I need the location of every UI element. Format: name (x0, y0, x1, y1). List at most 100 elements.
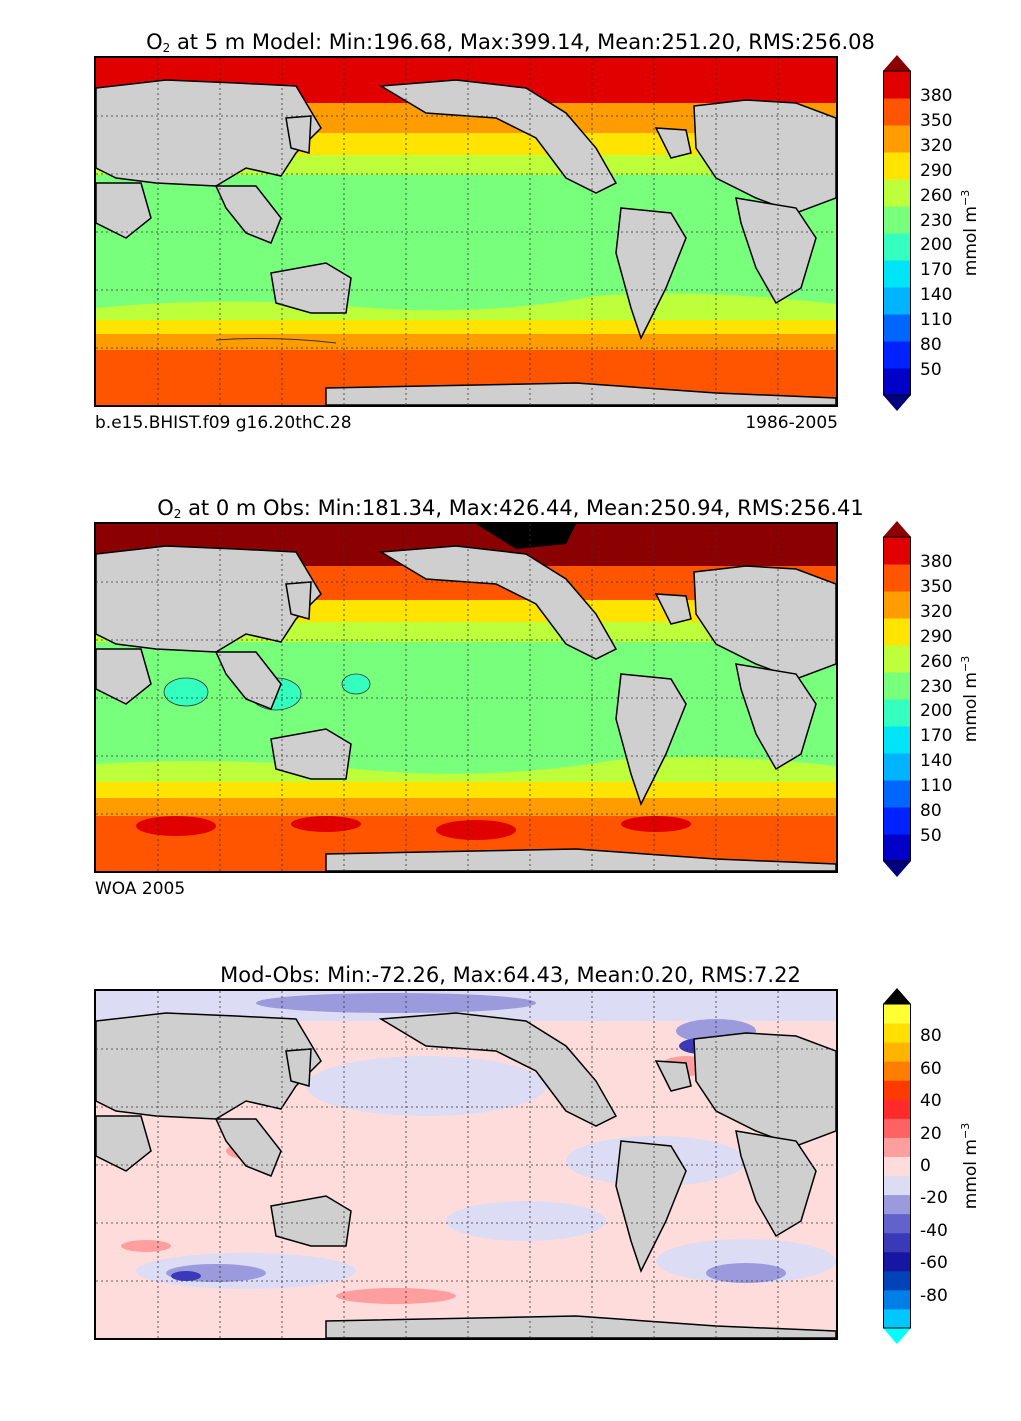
colorbar-swatch (883, 1270, 911, 1291)
colorbar-swatch (883, 807, 911, 835)
colorbar-swatch (883, 125, 911, 153)
colorbar-swatch (883, 564, 911, 592)
colorbar-tick-label: -40 (920, 1220, 948, 1241)
colorbar (883, 55, 911, 411)
colorbar-tick-label: 80 (920, 801, 942, 822)
colorbar-tick-label: 350 (920, 576, 953, 597)
colorbar-swatch (883, 1308, 911, 1329)
colorbar-swatch (883, 368, 911, 396)
map-plot (94, 56, 838, 407)
panel-title: Mod-Obs: Min:-72.26, Max:64.43, Mean:0.2… (220, 963, 801, 987)
colorbar-extend-high (883, 521, 911, 537)
colorbar-tick-label: 140 (920, 285, 953, 306)
colorbar-tick-label: 260 (920, 185, 953, 206)
colorbar-swatch (883, 314, 911, 342)
colorbar-unit: mmol m−3 (959, 1122, 981, 1210)
colorbar-swatch (883, 1061, 911, 1081)
colorbar-swatch (883, 1118, 911, 1138)
colorbar-tick-label: 140 (920, 751, 953, 772)
model-panel: O2 at 5 m Model: Min:196.68, Max:399.14,… (0, 28, 1021, 488)
map-plot (94, 522, 838, 873)
panel-title: O2 at 5 m Model: Min:196.68, Max:399.14,… (146, 30, 875, 55)
colorbar-extend-low (883, 395, 911, 411)
colorbar-tick-label: 230 (920, 210, 953, 231)
colorbar-swatch (883, 1251, 911, 1272)
colorbar-tick-label: 380 (920, 85, 953, 106)
colorbar-swatch (883, 1099, 911, 1119)
colorbar-tick-label: -80 (920, 1285, 948, 1306)
colorbar-tick-label: 50 (920, 826, 942, 847)
colorbar-extend-low (883, 1328, 911, 1344)
colorbar-swatch (883, 834, 911, 862)
colorbar-swatch (883, 1023, 911, 1043)
colorbar-swatch (883, 1213, 911, 1234)
colorbar-swatch (883, 672, 911, 700)
colorbar-swatch (883, 98, 911, 126)
colorbar-swatch (883, 71, 911, 99)
colorbar-swatch (883, 1004, 911, 1024)
case-name: b.e15.BHIST.f09 g16.20thC.28 (95, 413, 352, 433)
colorbar-swatch (883, 726, 911, 754)
colorbar-tick-label: 320 (920, 135, 953, 156)
diff-panel: Mod-Obs: Min:-72.26, Max:64.43, Mean:0.2… (0, 961, 1021, 1421)
colorbar-unit: mmol m−3 (959, 655, 981, 743)
colorbar-tick-label: 110 (920, 776, 953, 797)
colorbar-tick-label: 200 (920, 701, 953, 722)
colorbar-swatch (883, 287, 911, 315)
colorbar-tick-label: 380 (920, 551, 953, 572)
colorbar-tick-label: 290 (920, 160, 953, 181)
colorbar-frame (883, 1003, 911, 1329)
dataset-name: WOA 2005 (95, 879, 186, 899)
colorbar-frame (883, 70, 911, 396)
colorbar-tick-label: 170 (920, 726, 953, 747)
colorbar-swatch (883, 233, 911, 261)
colorbar-tick-label: 290 (920, 626, 953, 647)
colorbar-tick-label: -60 (920, 1253, 948, 1274)
obs-panel: O2 at 0 m Obs: Min:181.34, Max:426.44, M… (0, 494, 1021, 954)
colorbar-swatch (883, 206, 911, 234)
colorbar (883, 521, 911, 877)
map-svg (96, 58, 836, 405)
colorbar-tick-label: 260 (920, 651, 953, 672)
colorbar-swatch (883, 1137, 911, 1157)
colorbar-swatch (883, 591, 911, 619)
map-svg (96, 991, 836, 1338)
colorbar-tick-label: 0 (920, 1156, 931, 1176)
colorbar-swatch (883, 341, 911, 369)
colorbar-tick-label: -20 (920, 1188, 948, 1209)
colorbar-tick-label: 200 (920, 235, 953, 256)
colorbar-swatch (883, 1232, 911, 1253)
colorbar-unit: mmol m−3 (959, 189, 981, 277)
colorbar-swatch (883, 1175, 911, 1196)
map-plot (94, 989, 838, 1340)
colorbar-tick-label: 80 (920, 1026, 942, 1047)
colorbar-tick-label: 320 (920, 601, 953, 622)
colorbar-tick-label: 80 (920, 335, 942, 356)
colorbar-swatch (883, 537, 911, 565)
colorbar-tick-label: 50 (920, 360, 942, 381)
colorbar-tick-label: 230 (920, 676, 953, 697)
colorbar-tick-label: 60 (920, 1058, 942, 1079)
colorbar-swatch (883, 753, 911, 781)
colorbar-tick-label: 20 (920, 1123, 942, 1144)
colorbar-swatch (883, 699, 911, 727)
colorbar-swatch (883, 645, 911, 673)
colorbar-tick-label: 110 (920, 310, 953, 331)
colorbar (883, 988, 911, 1344)
colorbar-swatch (883, 618, 911, 646)
colorbar-swatch (883, 1289, 911, 1310)
colorbar-tick-label: 350 (920, 110, 953, 131)
colorbar-swatch (883, 1042, 911, 1062)
colorbar-tick-label: 40 (920, 1091, 942, 1112)
colorbar-swatch (883, 152, 911, 180)
colorbar-swatch (883, 780, 911, 808)
colorbar-extend-low (883, 861, 911, 877)
colorbar-swatch (883, 1080, 911, 1100)
panel-title: O2 at 0 m Obs: Min:181.34, Max:426.44, M… (157, 496, 864, 521)
colorbar-swatch (883, 179, 911, 207)
colorbar-extend-high (883, 55, 911, 71)
colorbar-tick-label: 170 (920, 260, 953, 281)
colorbar-swatch (883, 1156, 911, 1177)
colorbar-swatch (883, 260, 911, 288)
map-svg (96, 524, 836, 871)
